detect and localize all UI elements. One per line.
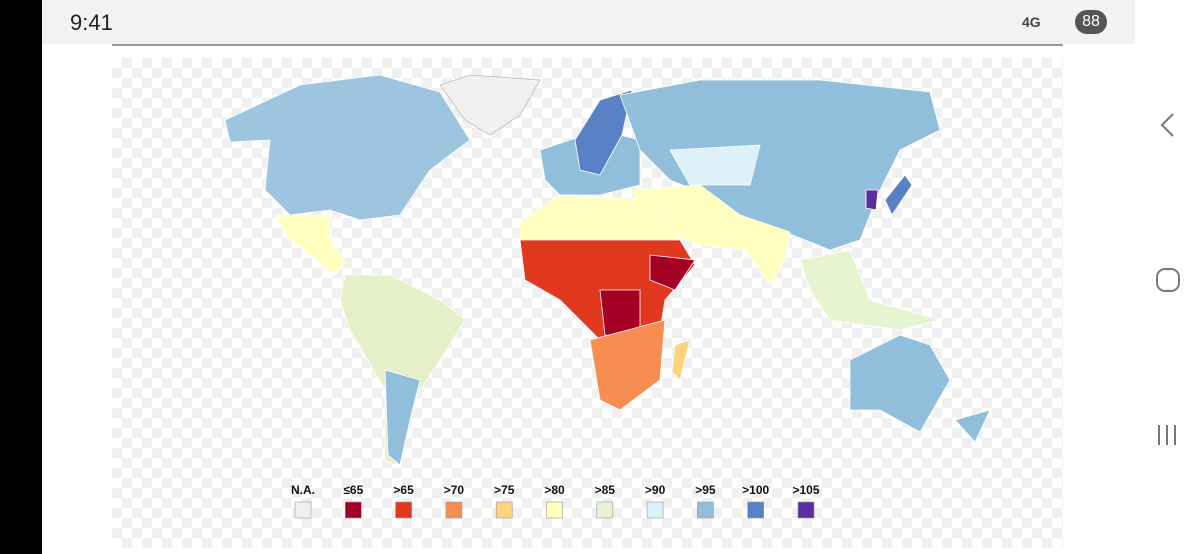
status-bar: 9:41 4G 88 <box>42 0 1135 44</box>
legend-label: ≤65 <box>343 483 363 497</box>
legend-swatch <box>646 501 664 519</box>
legend-swatch <box>445 501 463 519</box>
australia <box>849 334 951 433</box>
legend-swatch <box>797 501 815 519</box>
legend-label: >80 <box>544 483 565 497</box>
greenland <box>439 74 541 136</box>
korea <box>865 189 879 211</box>
central-asia <box>669 144 761 186</box>
legend-label: >95 <box>695 483 716 497</box>
legend-swatch <box>344 501 362 519</box>
new-zealand <box>954 409 991 443</box>
legend-swatch <box>747 501 765 519</box>
clock: 9:41 <box>70 10 113 35</box>
legend-label: N.A. <box>291 483 315 497</box>
legend-swatch <box>294 501 312 519</box>
network: 4G <box>1022 14 1041 30</box>
legend-label: >75 <box>494 483 515 497</box>
recents-button[interactable] <box>1158 425 1176 445</box>
legend-swatch <box>697 501 714 519</box>
legend-swatch <box>395 501 412 519</box>
frame-line <box>112 44 1063 46</box>
madagascar <box>671 339 691 381</box>
southern-africa <box>589 319 666 411</box>
central-america <box>274 214 346 276</box>
legend-swatch <box>596 501 614 519</box>
legend-label: >90 <box>645 483 666 497</box>
continents <box>224 74 991 466</box>
legend: N.A. ≤65 >65 >70 >75 >80 >85 >90 >95 >100 >105 <box>291 483 820 519</box>
legend-label: >70 <box>444 483 465 497</box>
nav-buttons <box>1156 113 1180 445</box>
legend-label: >65 <box>393 483 414 497</box>
north-africa <box>519 194 681 241</box>
home-button[interactable] <box>1156 268 1180 292</box>
legend-swatch <box>495 501 513 519</box>
scandinavia <box>574 89 633 176</box>
middle-east-india <box>629 184 791 286</box>
left-edge <box>0 0 42 554</box>
southern-cone <box>384 369 421 466</box>
battery: 88 <box>1075 10 1107 34</box>
back-button[interactable] <box>1160 113 1174 137</box>
legend-label: >85 <box>595 483 616 497</box>
legend-label: >100 <box>742 483 769 497</box>
southeast-asia <box>799 249 942 331</box>
north-america <box>224 74 471 221</box>
legend-label: >105 <box>792 483 819 497</box>
japan <box>884 174 913 216</box>
legend-swatch <box>546 501 563 519</box>
horn <box>649 254 696 291</box>
